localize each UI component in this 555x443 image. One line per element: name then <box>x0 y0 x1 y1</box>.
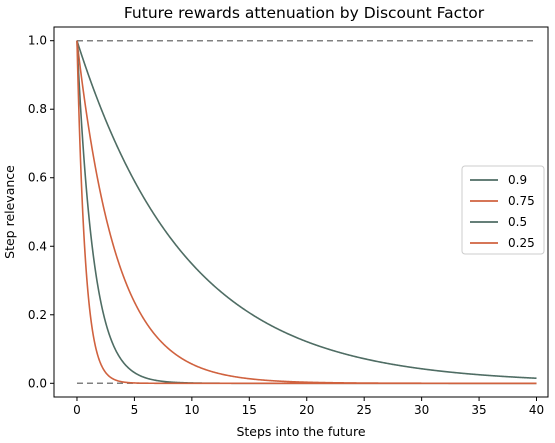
x-tick-label: 10 <box>184 403 199 417</box>
y-tick-label: 0.6 <box>28 171 47 185</box>
plot-area-frame <box>53 26 549 398</box>
x-tick-label: 5 <box>131 403 139 417</box>
legend-label: 0.9 <box>508 173 527 187</box>
y-tick-label: 0.4 <box>28 239 47 253</box>
y-axis-label: Step relevance <box>2 165 17 259</box>
x-tick-label: 35 <box>471 403 486 417</box>
x-tick-label: 30 <box>414 403 429 417</box>
series-line-0-25 <box>76 40 537 385</box>
y-tick-label: 0.8 <box>28 102 47 116</box>
legend-box <box>461 165 545 255</box>
chart-title: Future rewards attenuation by Discount F… <box>124 4 485 22</box>
x-tick-label: 40 <box>529 403 544 417</box>
x-axis-ticks: 0 5 10 15 20 25 30 35 40 <box>73 397 544 417</box>
legend: 0.9 0.75 0.5 0.25 <box>461 165 545 255</box>
legend-label: 0.5 <box>508 215 527 229</box>
series-lines <box>76 40 537 385</box>
legend-label: 0.25 <box>508 236 535 250</box>
y-tick-label: 1.0 <box>28 34 47 48</box>
y-tick-label: 0.0 <box>28 376 47 390</box>
y-axis-ticks: 0.0 0.2 0.4 0.6 0.8 1.0 <box>28 34 54 390</box>
x-tick-label: 0 <box>73 403 81 417</box>
series-line-0-9 <box>76 40 537 380</box>
x-axis-label: Steps into the future <box>236 424 365 439</box>
x-tick-label: 25 <box>357 403 372 417</box>
y-tick-label: 0.2 <box>28 308 47 322</box>
x-tick-label: 20 <box>299 403 314 417</box>
x-tick-label: 15 <box>242 403 257 417</box>
legend-label: 0.75 <box>508 194 535 208</box>
